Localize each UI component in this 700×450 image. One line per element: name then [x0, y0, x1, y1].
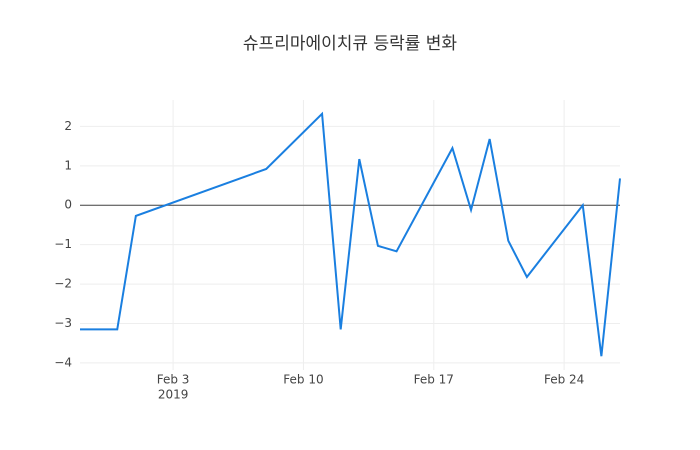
x-tick-label: Feb 3	[157, 373, 190, 387]
y-tick-label: −1	[54, 237, 72, 251]
x-tick-label: Feb 17	[414, 373, 454, 387]
y-tick-label: 1	[64, 158, 72, 172]
x-tick-label: Feb 24	[544, 373, 584, 387]
y-tick-label: −2	[54, 277, 72, 291]
y-tick-label: 0	[64, 198, 72, 212]
x-tick-label: Feb 10	[283, 373, 323, 387]
chart-title: 슈프리마에이치큐 등락률 변화	[243, 34, 457, 54]
x-year-label: 2019	[158, 388, 189, 402]
y-tick-label: 2	[64, 119, 72, 133]
line-series	[80, 111, 621, 357]
y-tick-label: −3	[54, 316, 72, 330]
y-tick-label: −4	[54, 355, 72, 369]
